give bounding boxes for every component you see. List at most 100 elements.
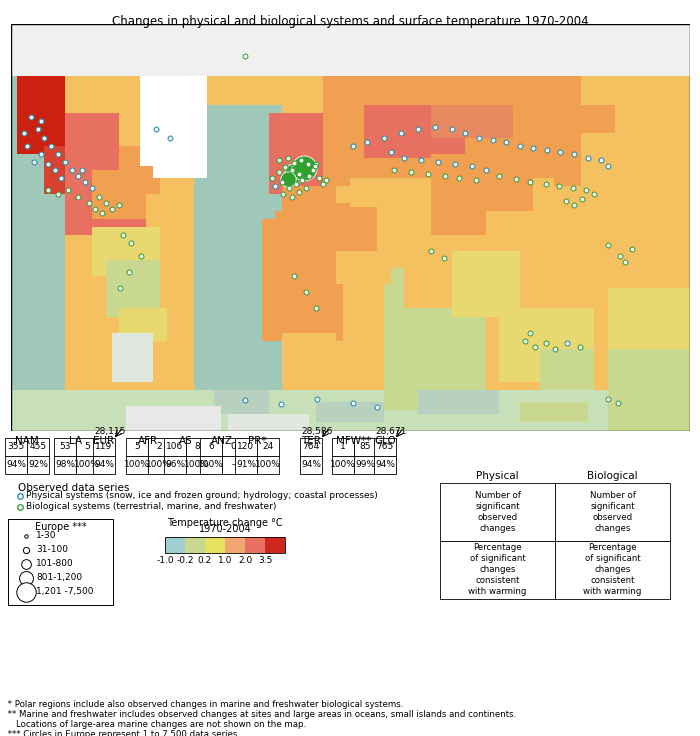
Text: 2.0: 2.0 bbox=[238, 556, 252, 565]
Bar bbox=[440, 483, 555, 541]
Bar bbox=[186, 456, 208, 474]
Text: 31-100: 31-100 bbox=[36, 545, 68, 554]
Bar bbox=[119, 308, 167, 341]
Text: 100%: 100% bbox=[146, 460, 172, 469]
Text: 94%: 94% bbox=[375, 460, 395, 469]
Bar bbox=[164, 438, 186, 456]
Bar bbox=[418, 390, 499, 414]
Bar bbox=[405, 236, 472, 308]
Bar bbox=[235, 456, 257, 474]
Bar bbox=[374, 456, 396, 474]
Bar bbox=[384, 268, 486, 410]
Text: 119: 119 bbox=[95, 442, 113, 451]
Bar bbox=[332, 456, 354, 474]
Text: 94%: 94% bbox=[6, 460, 26, 469]
Text: 765: 765 bbox=[377, 442, 393, 451]
Bar bbox=[225, 537, 245, 553]
Bar bbox=[76, 456, 98, 474]
Bar bbox=[186, 438, 208, 456]
Bar bbox=[153, 154, 207, 178]
Text: ** Marine and freshwater includes observed changes at sites and large areas in o: ** Marine and freshwater includes observ… bbox=[5, 710, 517, 719]
Bar bbox=[499, 308, 594, 382]
Bar bbox=[76, 438, 98, 456]
Bar bbox=[106, 260, 160, 316]
Text: 98%: 98% bbox=[55, 460, 75, 469]
Text: 101-800: 101-800 bbox=[36, 559, 74, 568]
Text: *** Circles in Europe represent 1 to 7,500 data series.: *** Circles in Europe represent 1 to 7,5… bbox=[5, 730, 240, 736]
Text: -1.0: -1.0 bbox=[156, 556, 174, 565]
Bar bbox=[245, 537, 265, 553]
Text: 91%: 91% bbox=[236, 460, 256, 469]
Bar bbox=[265, 537, 285, 553]
Text: Percentage
of significant
changes
consistent
with warming: Percentage of significant changes consis… bbox=[583, 543, 642, 596]
Bar bbox=[164, 456, 186, 474]
Text: 455: 455 bbox=[29, 442, 47, 451]
Bar bbox=[93, 438, 115, 456]
Text: Europe ***: Europe *** bbox=[35, 522, 86, 531]
Text: Physical: Physical bbox=[476, 470, 519, 481]
Text: NAM: NAM bbox=[15, 436, 39, 445]
Text: -0.2: -0.2 bbox=[176, 556, 194, 565]
Bar bbox=[519, 402, 587, 422]
Bar bbox=[54, 456, 76, 474]
Text: 92%: 92% bbox=[28, 460, 48, 469]
Text: TER: TER bbox=[301, 436, 321, 445]
Bar bbox=[165, 537, 285, 553]
Text: Biological: Biological bbox=[587, 470, 638, 481]
Text: 100%: 100% bbox=[74, 460, 100, 469]
Text: 24: 24 bbox=[262, 442, 274, 451]
Bar bbox=[581, 133, 622, 194]
Text: 801-1,200: 801-1,200 bbox=[36, 573, 82, 582]
Text: 8: 8 bbox=[194, 442, 200, 451]
Bar bbox=[148, 456, 170, 474]
Text: Observed data series: Observed data series bbox=[18, 483, 130, 492]
Text: 0: 0 bbox=[230, 442, 236, 451]
Text: 1,201 -7,500: 1,201 -7,500 bbox=[36, 587, 94, 596]
Text: GLO: GLO bbox=[374, 436, 396, 445]
Bar bbox=[282, 333, 337, 357]
Text: 5: 5 bbox=[134, 442, 140, 451]
Bar bbox=[332, 438, 354, 456]
Text: Locations of large-area marine changes are not shown on the map.: Locations of large-area marine changes a… bbox=[5, 720, 306, 729]
Bar bbox=[316, 402, 384, 422]
Text: Number of
significant
observed
changes: Number of significant observed changes bbox=[475, 490, 520, 533]
Text: * Polar regions include also observed changes in marine and freshwater biologica: * Polar regions include also observed ch… bbox=[5, 700, 403, 709]
Text: Changes in physical and biological systems and surface temperature 1970-2004: Changes in physical and biological syste… bbox=[112, 15, 588, 28]
Bar bbox=[363, 105, 466, 158]
Bar bbox=[608, 349, 690, 431]
Bar bbox=[27, 456, 49, 474]
Bar bbox=[540, 349, 594, 390]
Text: 28,671: 28,671 bbox=[375, 427, 407, 436]
Text: Number of
significant
observed
changes: Number of significant observed changes bbox=[589, 490, 636, 533]
Bar bbox=[54, 438, 76, 456]
Text: 100%: 100% bbox=[124, 460, 150, 469]
Text: 85: 85 bbox=[359, 442, 371, 451]
Text: 28,586: 28,586 bbox=[301, 427, 332, 436]
Bar bbox=[93, 456, 115, 474]
Text: 355: 355 bbox=[8, 442, 25, 451]
Text: 1970-2004: 1970-2004 bbox=[199, 524, 251, 534]
Bar bbox=[337, 252, 391, 284]
Text: 53: 53 bbox=[60, 442, 71, 451]
Bar bbox=[148, 438, 170, 456]
Text: 99%: 99% bbox=[355, 460, 375, 469]
Text: 96%: 96% bbox=[165, 460, 185, 469]
Text: MFW**: MFW** bbox=[337, 436, 372, 445]
Bar bbox=[431, 105, 513, 138]
Bar bbox=[10, 24, 690, 77]
Bar bbox=[354, 456, 376, 474]
Bar bbox=[18, 77, 65, 154]
Bar bbox=[65, 113, 119, 178]
Text: 28,115: 28,115 bbox=[94, 427, 126, 436]
Text: 1.0: 1.0 bbox=[218, 556, 232, 565]
Bar bbox=[486, 210, 540, 260]
Bar bbox=[440, 541, 555, 599]
Text: EUR: EUR bbox=[93, 436, 115, 445]
Bar bbox=[194, 105, 282, 390]
Bar bbox=[112, 333, 153, 382]
Bar bbox=[205, 537, 225, 553]
Bar bbox=[533, 105, 615, 178]
Bar bbox=[235, 438, 257, 456]
Bar bbox=[119, 146, 160, 194]
Text: 120: 120 bbox=[237, 442, 255, 451]
